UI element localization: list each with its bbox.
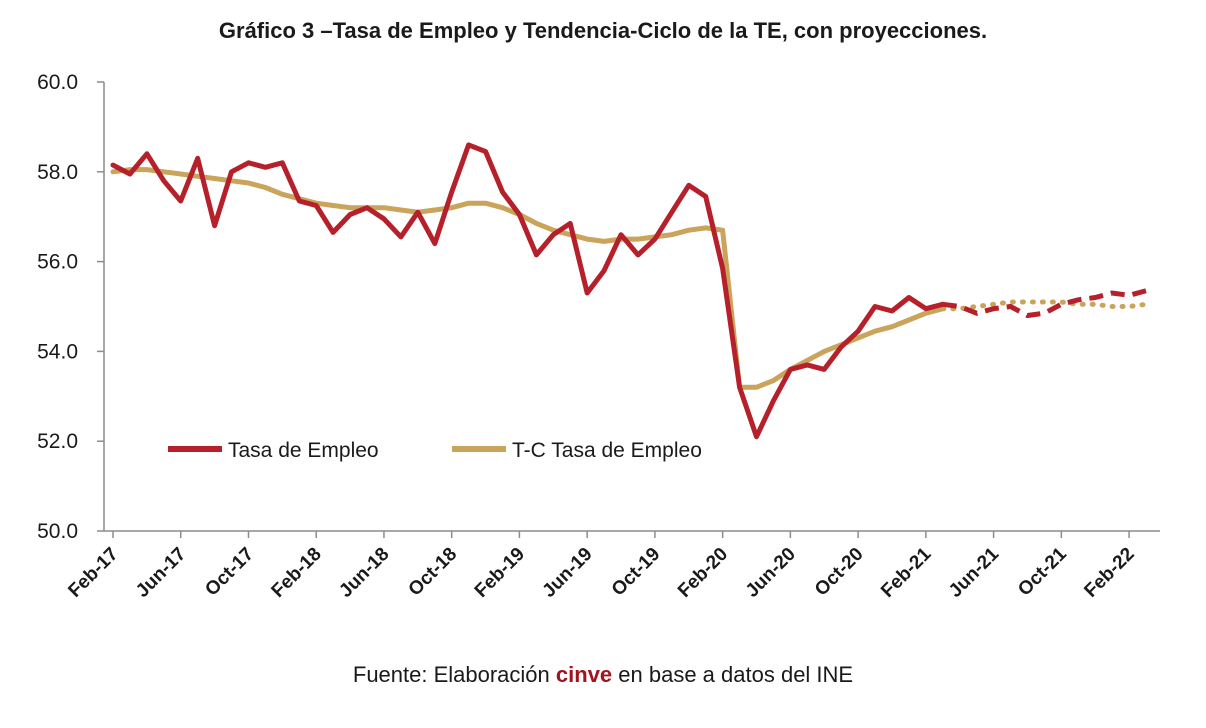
y-tick-label: 60.0 [37, 71, 78, 94]
y-tick-label: 54.0 [37, 340, 78, 363]
chart-footer: Fuente: Elaboración cinve en base a dato… [0, 662, 1206, 688]
x-tick-label: Oct-18 [405, 544, 462, 601]
footer-suffix: en base a datos del INE [612, 662, 854, 687]
x-tick-label: Jun-17 [132, 544, 190, 602]
y-tick-label: 52.0 [37, 430, 78, 453]
series-layer [110, 142, 1149, 440]
x-tick-label: Oct-21 [1014, 543, 1071, 600]
footer-brand: cinve [555, 662, 613, 687]
legend-label: T-C Tasa de Empleo [512, 439, 702, 462]
chart-title: Gráfico 3 –Tasa de Empleo y Tendencia-Ci… [218, 18, 988, 43]
series-tc-projection-line [940, 299, 1149, 312]
x-tick-label: Oct-17 [201, 544, 258, 601]
x-tick-label: Jun-20 [742, 544, 800, 602]
legend-label: Tasa de Empleo [228, 439, 379, 462]
x-axis: Feb-17 Jun-17 Oct-17 Feb-18 Jun-18 Oct-18 Feb-… [64, 530, 1160, 602]
y-tick-label: 56.0 [37, 251, 78, 274]
x-tick-label: Jun-21 [945, 543, 1003, 601]
series-tc-observed-line [110, 167, 946, 390]
series-tasa-observed-line [110, 142, 946, 440]
x-tick-label: Feb-18 [268, 544, 326, 602]
footer-prefix: Fuente: Elaboración [352, 662, 556, 687]
x-tick-label: Jun-18 [335, 544, 393, 602]
series-tasa-projection-line [942, 288, 1147, 319]
x-tick-label: Jun-19 [539, 544, 597, 602]
x-tick-label: Oct-19 [608, 544, 665, 601]
x-tick-label: Feb-21 [877, 543, 935, 601]
x-tick-label: Feb-17 [64, 544, 122, 602]
y-axis: 50.0 52.0 54.0 56.0 58.0 60.0 [37, 71, 105, 543]
x-tick-label: Feb-20 [674, 544, 732, 602]
y-tick-label: 58.0 [37, 161, 78, 184]
x-tick-label: Feb-22 [1080, 544, 1138, 602]
x-tick-label: Oct-20 [811, 544, 868, 601]
legend: Tasa de Empleo T-C Tasa de Empleo [168, 439, 702, 462]
y-tick-label: 50.0 [37, 520, 78, 543]
x-tick-label: Feb-19 [471, 544, 529, 602]
